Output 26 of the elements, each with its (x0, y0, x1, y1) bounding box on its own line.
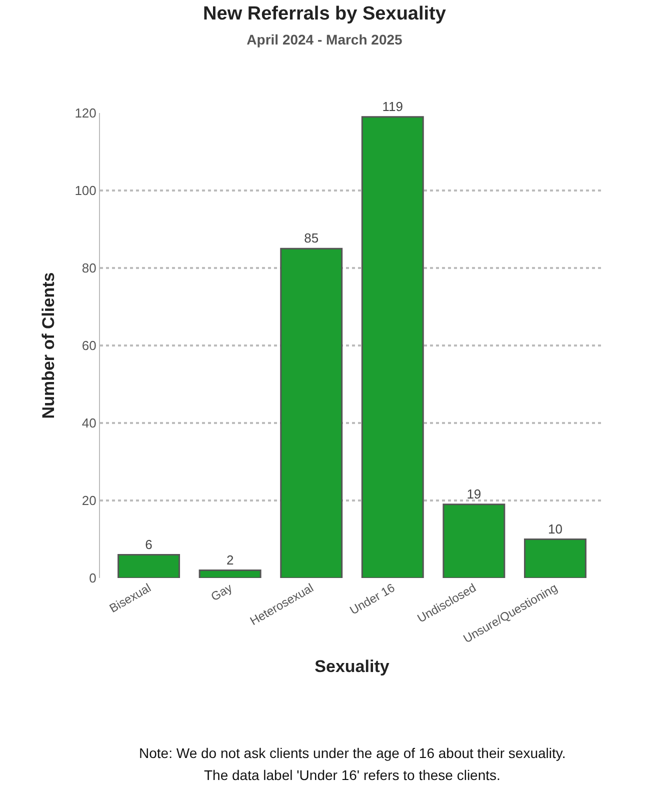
y-tick-label: 100 (74, 183, 96, 198)
bar (361, 116, 424, 578)
y-tick-label: 40 (82, 416, 96, 431)
data-label: 119 (382, 98, 404, 114)
x-axis-title: Sexuality (314, 657, 390, 676)
data-label: 19 (466, 486, 482, 502)
y-axis-title: Number of Clients (39, 272, 58, 419)
y-tick-label: 20 (82, 493, 96, 508)
data-label: 6 (145, 536, 152, 552)
text: Note: We do not ask clients under the age of 16 about their sexuality. (139, 745, 566, 761)
y-tick-label: 0 (89, 570, 96, 586)
data-label: 85 (304, 230, 319, 246)
y-tick-label: 80 (82, 260, 96, 276)
bar (442, 504, 506, 578)
y-tick-label: 60 (82, 338, 96, 354)
data-label: 10 (548, 521, 562, 536)
chart-subtitle: April 2024 - March 2025 (246, 31, 403, 48)
data-label: 2 (226, 552, 234, 568)
bar (198, 570, 262, 578)
bar (118, 554, 180, 578)
text: The data label 'Under 16' refers to these clients. (204, 767, 500, 783)
bar (280, 248, 343, 578)
y-tick-label: 120 (74, 106, 96, 121)
x-tick-label: Gay (208, 580, 235, 604)
chart-title: New Referrals by Sexuality (203, 4, 446, 25)
bar (524, 538, 586, 578)
